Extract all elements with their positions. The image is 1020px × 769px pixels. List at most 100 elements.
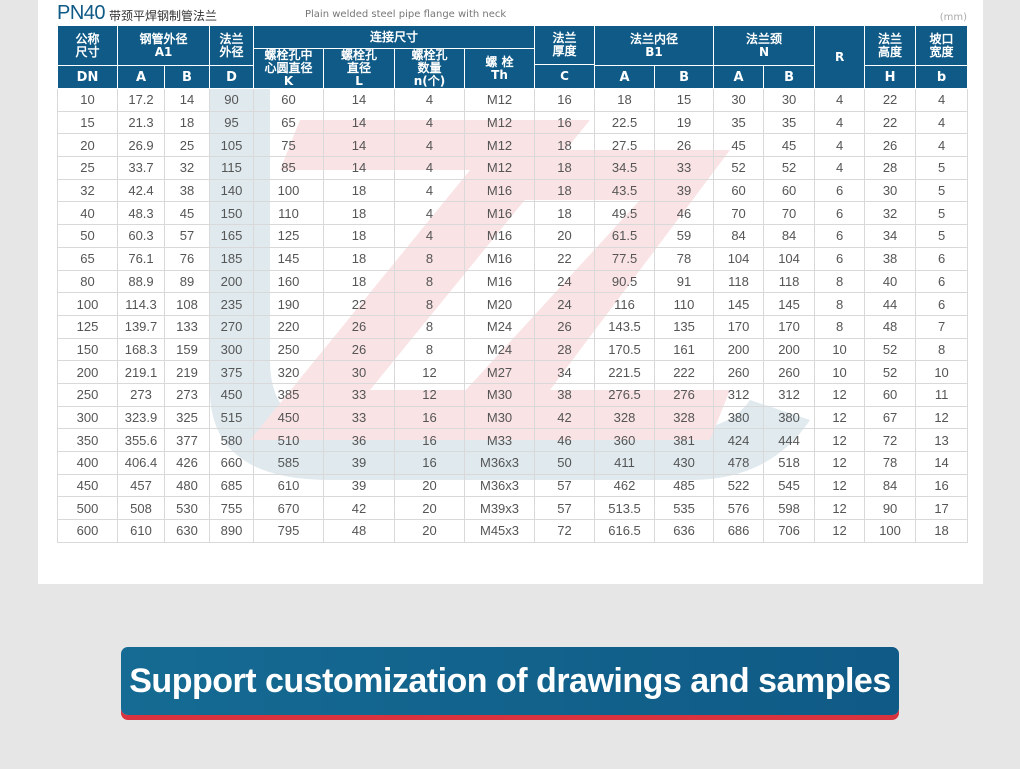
table-cell: 30: [323, 360, 396, 384]
table-cell: 260: [763, 360, 816, 384]
table-cell: 114.3: [117, 292, 165, 316]
table-cell: 6: [814, 201, 866, 226]
table-cell: 30: [713, 88, 765, 112]
table-cell: 52: [763, 156, 816, 180]
sub-a1-b: B: [163, 65, 211, 89]
table-cell: 60: [713, 178, 765, 203]
table-title: PN40 带颈平焊钢制管法兰 Plain welded steel pipe f…: [57, 2, 967, 26]
table-cell: 6: [915, 246, 969, 271]
table-cell: 222: [654, 360, 715, 384]
table-cell: 4: [394, 88, 466, 112]
table-cell: 7: [915, 314, 969, 339]
table-cell: 139.7: [117, 314, 165, 339]
table-cell: 48: [323, 519, 396, 543]
table-cell: 16: [394, 405, 466, 430]
table-cell: 24: [534, 292, 596, 316]
table-cell: M45x3: [464, 519, 536, 543]
header-height: 法兰 高度: [864, 25, 917, 66]
table-cell: 88.9: [117, 269, 165, 294]
table-cell: 12: [394, 382, 466, 407]
header-radius: R: [814, 25, 866, 89]
table-row: 200 219.1 219 375 320 30 12 M27 34 221.5 222 260 260…: [57, 360, 969, 384]
table-cell: 52: [864, 337, 917, 362]
table-cell: 27.5: [594, 133, 656, 158]
table-row: 25 33.7 32 115 85 14 4 M12 18 34.5 33 52 52 4 28 5: [57, 156, 969, 180]
table-cell: 145: [763, 292, 816, 316]
table-cell: 385: [253, 382, 325, 407]
table-row: 80 88.9 89 200 160 18 8 M16 24 90.5 91 118 118 8 40 6: [57, 269, 969, 294]
header-bore: 法兰内径 B1: [594, 25, 715, 66]
table-cell: 35: [713, 110, 765, 135]
table-cell: 91: [654, 269, 715, 294]
table-cell: 4: [814, 110, 866, 135]
table-cell: 600: [57, 519, 118, 543]
table-cell: 12: [814, 451, 866, 475]
table-cell: 598: [763, 496, 816, 521]
table-cell: 8: [394, 269, 466, 294]
table-cell: 33.7: [117, 156, 165, 180]
table-cell: 457: [117, 473, 165, 498]
table-cell: 36: [323, 428, 396, 452]
table-cell: 260: [713, 360, 765, 384]
table-cell: 462: [594, 473, 656, 498]
table-cell: 67: [864, 405, 917, 430]
table-cell: 50: [57, 224, 118, 248]
table-cell: 168.3: [117, 337, 165, 362]
table-cell: 150: [209, 201, 255, 226]
table-cell: 235: [209, 292, 255, 316]
table-cell: 10: [814, 337, 866, 362]
table-row: 32 42.4 38 140 100 18 4 M16 18 43.5 39 60 60 6 30 5: [57, 178, 969, 203]
table-cell: M39x3: [464, 496, 536, 521]
table-cell: 34: [864, 224, 917, 248]
table-cell: 42: [534, 405, 596, 430]
table-cell: 33: [323, 382, 396, 407]
table-cell: 360: [594, 428, 656, 452]
table-cell: 276: [654, 382, 715, 407]
table-row: 450 457 480 685 610 39 20 M36x3 57 462 485 522 545 12…: [57, 473, 969, 498]
table-row: 150 168.3 159 300 250 26 8 M24 28 170.5 161 200 200 1…: [57, 337, 969, 362]
table-cell: 795: [253, 519, 325, 543]
table-cell: 33: [654, 156, 715, 180]
table-cell: 90: [209, 88, 255, 112]
table-cell: 250: [57, 382, 118, 407]
table-cell: 6: [814, 246, 866, 271]
table-cell: 424: [713, 428, 765, 452]
table-cell: 159: [163, 337, 211, 362]
table-cell: 273: [163, 382, 211, 407]
table-cell: 12: [915, 405, 969, 430]
table-cell: 143.5: [594, 314, 656, 339]
table-cell: 4: [394, 224, 466, 248]
table-cell: 636: [654, 519, 715, 543]
table-cell: 76: [163, 246, 211, 271]
table-cell: 18: [594, 88, 656, 112]
table-cell: 5: [915, 178, 969, 203]
table-cell: 381: [654, 428, 715, 452]
table-cell: 108: [163, 292, 211, 316]
table-cell: M33: [464, 428, 536, 452]
table-cell: 350: [57, 428, 118, 452]
table-cell: 355.6: [117, 428, 165, 452]
table-cell: 48.3: [117, 201, 165, 226]
table-cell: 10: [814, 360, 866, 384]
table-cell: 11: [915, 382, 969, 407]
table-cell: 185: [209, 246, 255, 271]
table-cell: 10: [915, 360, 969, 384]
table-cell: 18: [323, 246, 396, 271]
table-cell: 26: [864, 133, 917, 158]
table-cell: 585: [253, 451, 325, 475]
table-cell: 75: [253, 133, 325, 158]
table-cell: 160: [253, 269, 325, 294]
table-cell: 170.5: [594, 337, 656, 362]
unit-label: (mm): [939, 12, 967, 23]
table-cell: 686: [713, 519, 765, 543]
table-cell: 328: [654, 405, 715, 430]
table-cell: 220: [253, 314, 325, 339]
sub-d: D: [209, 65, 255, 89]
table-cell: 28: [864, 156, 917, 180]
table-cell: 26: [323, 337, 396, 362]
title-chinese: 带颈平焊钢制管法兰: [109, 9, 218, 23]
table-cell: M30: [464, 382, 536, 407]
table-body: 10 17.2 14 90 60 14 4 M12 16 18 15 30 30 4 22 4 15 21.3 18…: [57, 88, 969, 543]
table-cell: 165: [209, 224, 255, 248]
header-flange-od: 法兰 外径: [209, 25, 255, 66]
